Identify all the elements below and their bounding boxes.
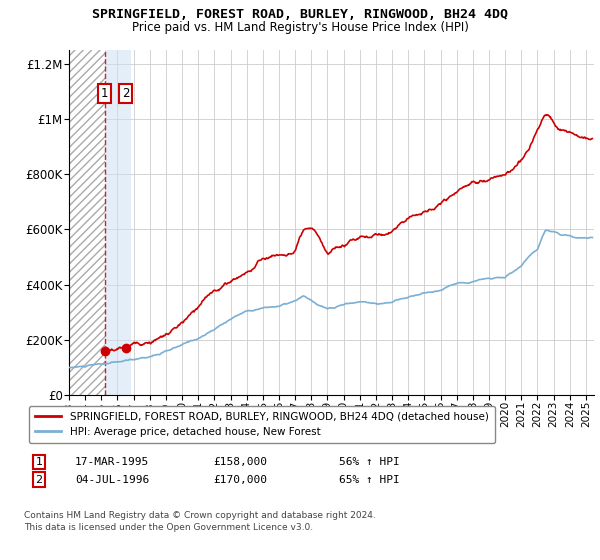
Text: 1: 1 — [35, 457, 43, 467]
Text: 04-JUL-1996: 04-JUL-1996 — [75, 475, 149, 485]
Text: Contains HM Land Registry data © Crown copyright and database right 2024.: Contains HM Land Registry data © Crown c… — [24, 511, 376, 520]
Bar — [69, 50, 104, 395]
Legend: SPRINGFIELD, FOREST ROAD, BURLEY, RINGWOOD, BH24 4DQ (detached house), HPI: Aver: SPRINGFIELD, FOREST ROAD, BURLEY, RINGWO… — [29, 405, 495, 444]
Text: SPRINGFIELD, FOREST ROAD, BURLEY, RINGWOOD, BH24 4DQ: SPRINGFIELD, FOREST ROAD, BURLEY, RINGWO… — [92, 8, 508, 21]
Text: 2: 2 — [35, 475, 43, 485]
Text: This data is licensed under the Open Government Licence v3.0.: This data is licensed under the Open Gov… — [24, 523, 313, 532]
Bar — [104, 50, 131, 395]
Text: 1: 1 — [101, 87, 109, 100]
Text: £158,000: £158,000 — [213, 457, 267, 467]
Text: 65% ↑ HPI: 65% ↑ HPI — [339, 475, 400, 485]
Text: 56% ↑ HPI: 56% ↑ HPI — [339, 457, 400, 467]
Text: 17-MAR-1995: 17-MAR-1995 — [75, 457, 149, 467]
Text: Price paid vs. HM Land Registry's House Price Index (HPI): Price paid vs. HM Land Registry's House … — [131, 21, 469, 34]
Text: 2: 2 — [122, 87, 130, 100]
Text: £170,000: £170,000 — [213, 475, 267, 485]
